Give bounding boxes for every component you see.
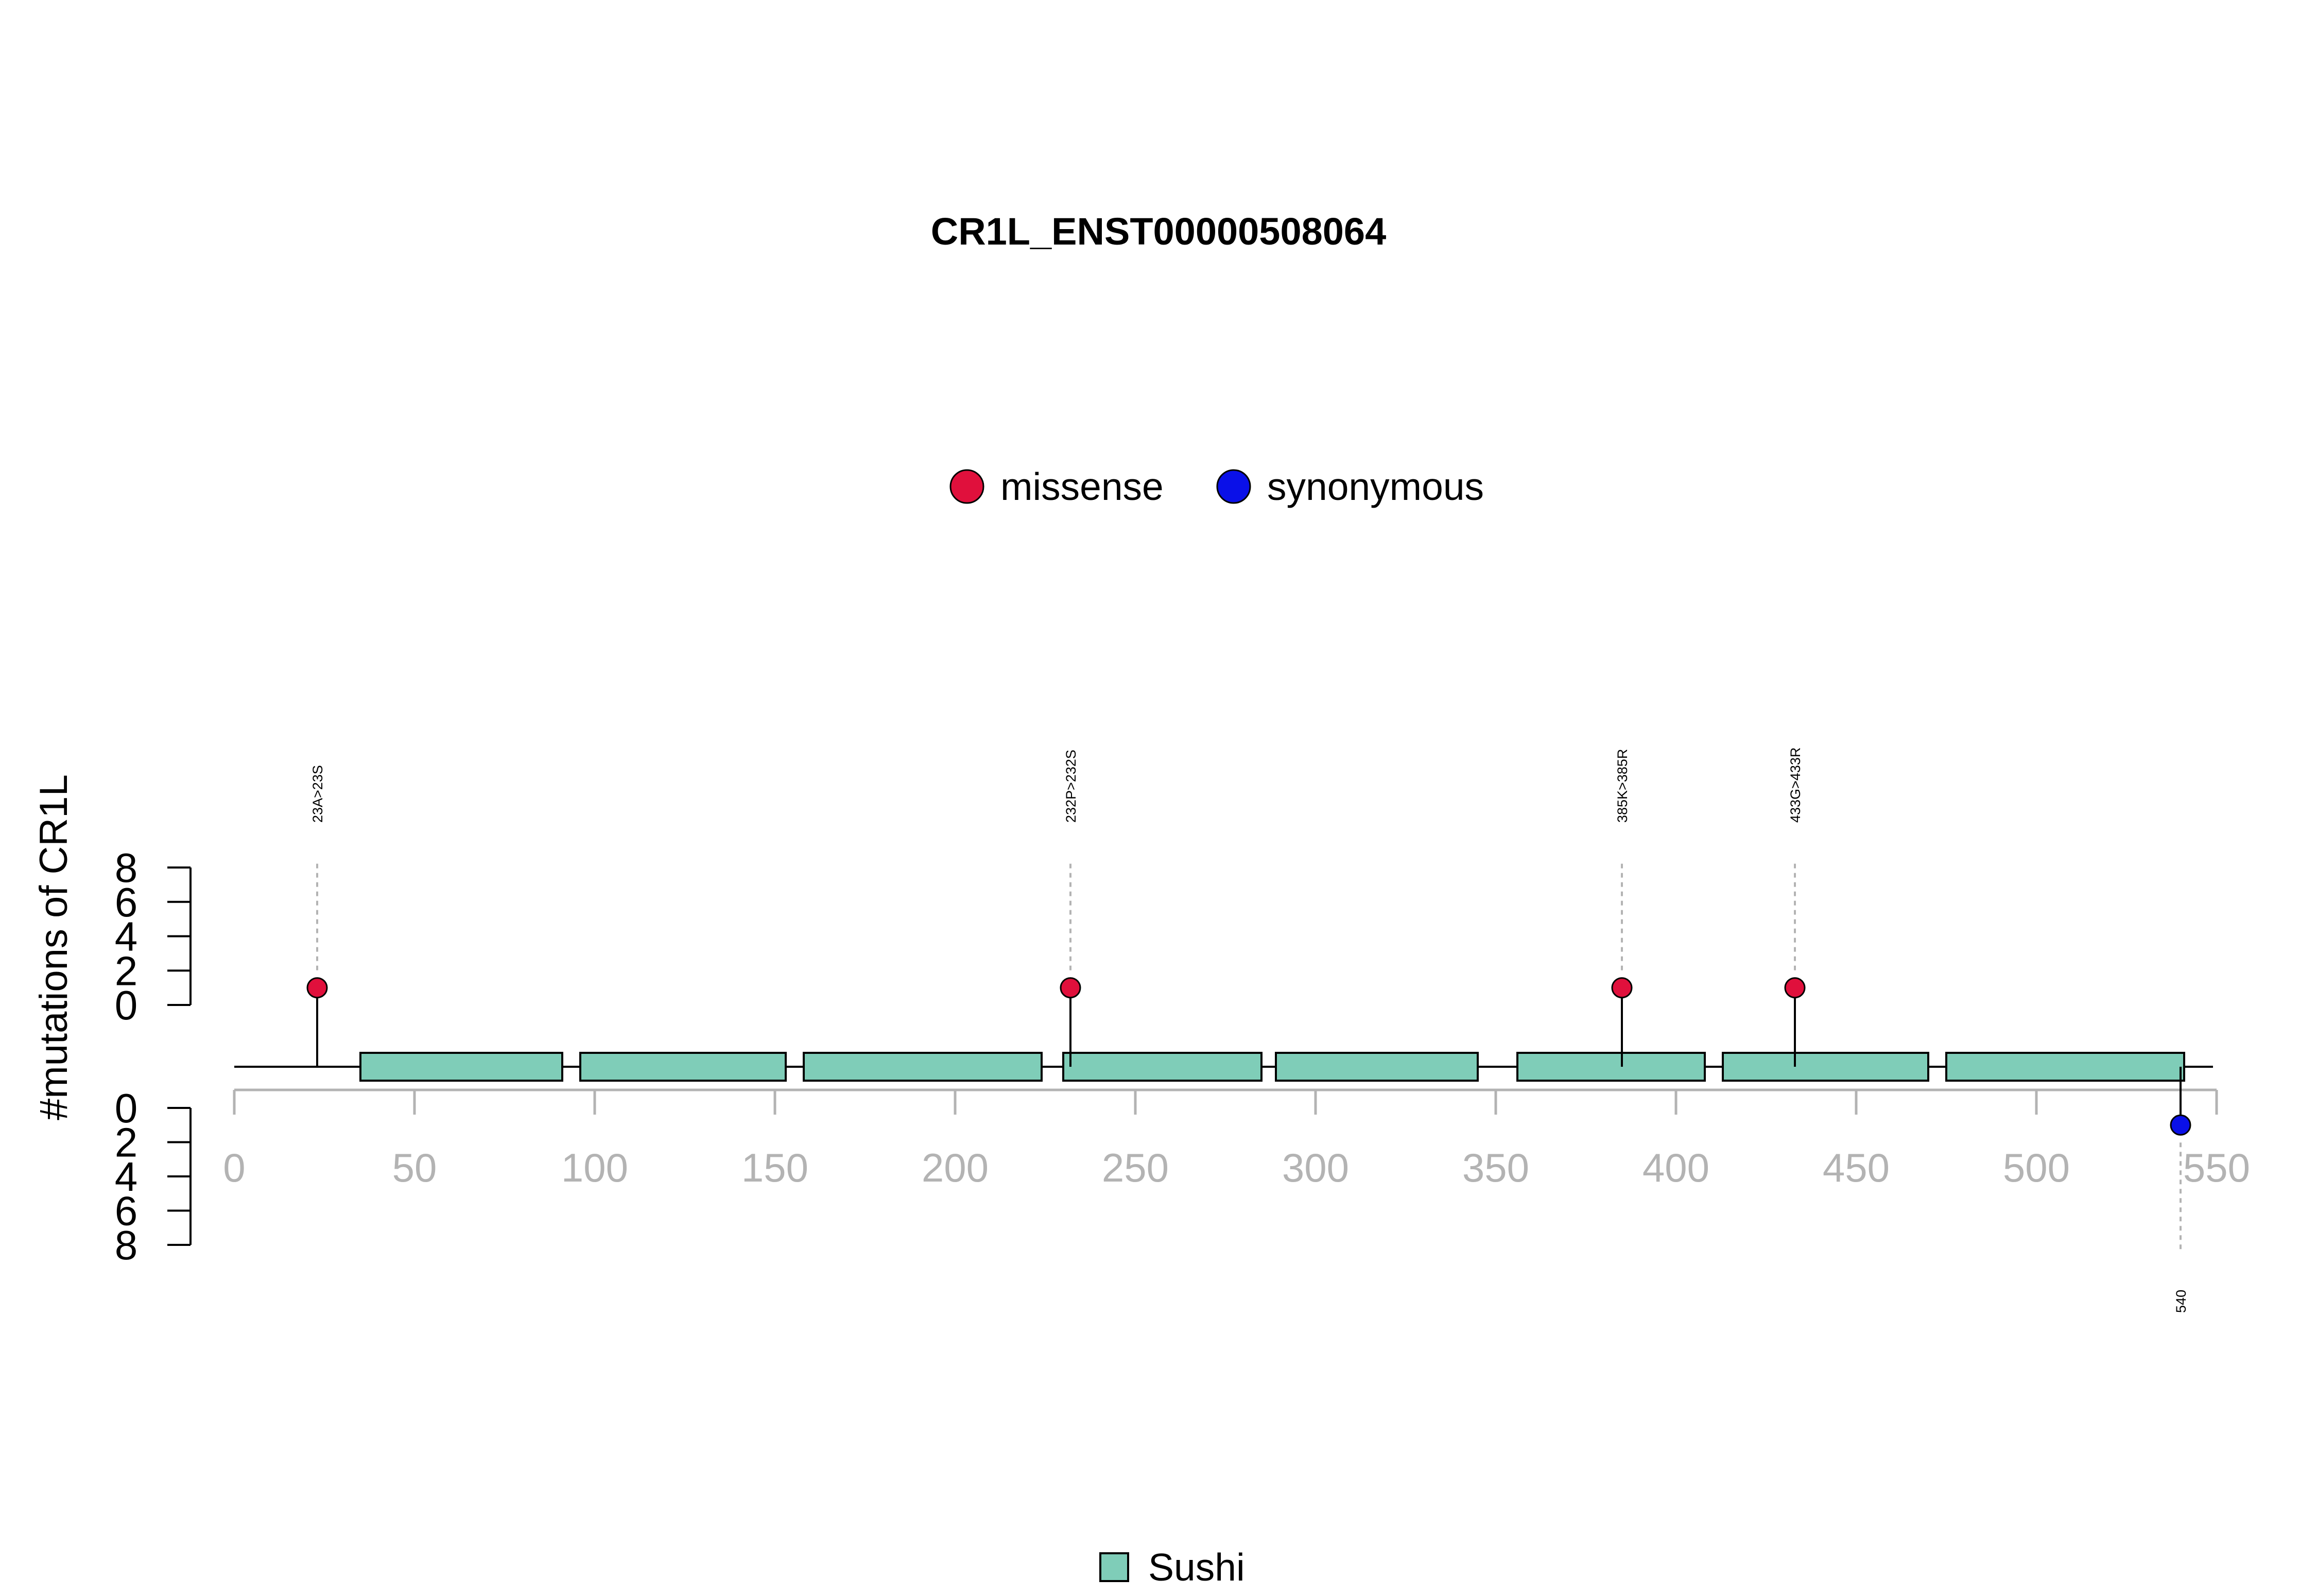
mutation-label: 433G>433R	[1788, 748, 1803, 823]
mutation-label: 232P>232S	[1063, 750, 1079, 823]
y-tick-label-bottom: 6	[115, 1188, 138, 1234]
legend-marker-missense	[949, 469, 984, 504]
mutation-head-missense	[306, 977, 328, 999]
domain-sushi	[1945, 1052, 2185, 1082]
x-tick-label: 450	[1823, 1145, 1890, 1190]
y-tick-label-bottom: 8	[115, 1222, 138, 1268]
domain-sushi	[1062, 1052, 1263, 1082]
domain-legend: Sushi	[1099, 1546, 1245, 1589]
domain-legend-label: Sushi	[1148, 1546, 1245, 1589]
mutation-legend: missense synonymous	[949, 465, 1484, 508]
domain-legend-swatch	[1099, 1552, 1129, 1582]
y-tick-label-top: 8	[115, 845, 138, 891]
mutation-label: 540	[2173, 1290, 2189, 1313]
x-tick-label: 400	[1642, 1145, 1709, 1190]
x-tick-label: 200	[922, 1145, 989, 1190]
y-tick-label-bottom: 0	[115, 1085, 138, 1131]
x-tick-label: 150	[741, 1145, 808, 1190]
x-tick-label: 350	[1462, 1145, 1529, 1190]
domain-sushi	[359, 1052, 563, 1082]
y-axis-label: #mutations of CR1L	[32, 774, 76, 1120]
y-tick-label-top: 4	[115, 914, 138, 960]
domain-sushi	[803, 1052, 1043, 1082]
y-tick-label-top: 6	[115, 879, 138, 925]
y-tick-label-bottom: 2	[115, 1120, 138, 1166]
mutation-label: 385K>385R	[1615, 749, 1630, 823]
x-axis: 0 50 100 150 200 250 300 350 400 450 500 550	[223, 1088, 2250, 1190]
x-tick-label: 100	[561, 1145, 628, 1190]
domain-sushi	[1275, 1052, 1479, 1082]
y-tick-label-bottom: 4	[115, 1154, 138, 1200]
domains	[359, 1052, 2185, 1082]
legend-label-missense: missense	[1000, 465, 1164, 508]
mutation-head-missense	[1611, 977, 1633, 999]
domain-sushi	[1722, 1052, 1929, 1082]
domain-sushi	[579, 1052, 787, 1082]
domain-sushi	[1516, 1052, 1706, 1082]
mutations: 23A>23S 232P>232S 385K>385R 433G>433R 540	[306, 748, 2191, 1313]
y-tick-label-top: 2	[115, 948, 138, 994]
mutation-head-missense	[1784, 977, 1806, 999]
mutation-label: 23A>23S	[310, 765, 325, 823]
chart-title: CR1L_ENST00000508064	[931, 210, 1386, 253]
legend-marker-synonymous	[1216, 469, 1251, 504]
x-tick-label: 300	[1282, 1145, 1349, 1190]
x-tick-label: 500	[2003, 1145, 2070, 1190]
x-tick-label: 250	[1102, 1145, 1169, 1190]
x-tick-label: 550	[2183, 1145, 2250, 1190]
x-tick-label: 0	[223, 1145, 245, 1190]
x-tick-label: 50	[392, 1145, 437, 1190]
y-tick-label-top: 0	[115, 982, 138, 1028]
legend-label-synonymous: synonymous	[1267, 465, 1484, 508]
mutation-head-missense	[1060, 977, 1081, 999]
mutation-head-synonymous	[2170, 1114, 2191, 1136]
